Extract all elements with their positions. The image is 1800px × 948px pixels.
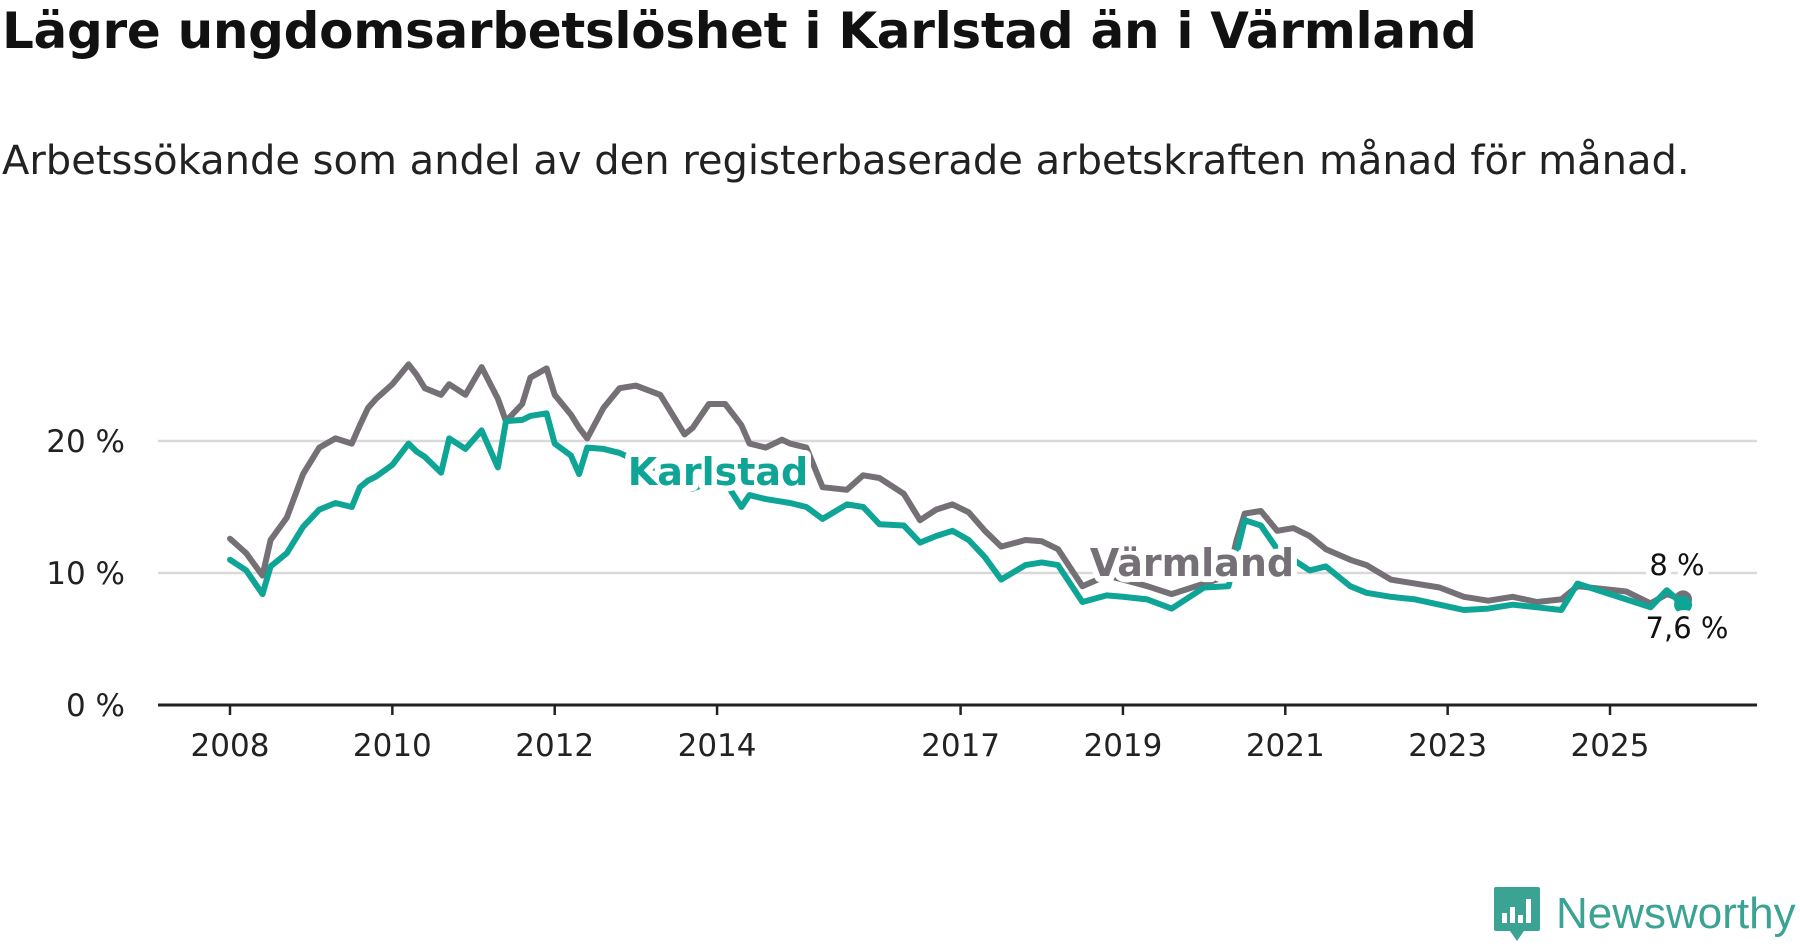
series-lines — [227, 361, 1693, 614]
series-label-karlstad: Karlstad — [628, 450, 808, 494]
x-tick-label: 2019 — [1083, 728, 1162, 764]
series-labels: Karlstad Värmland 8 % 7,6 % — [622, 444, 1735, 651]
chart-subtitle: Arbetssökande som andel av den registerb… — [2, 138, 1690, 184]
x-tick-label: 2010 — [353, 728, 432, 764]
x-tick-label: 2012 — [515, 728, 594, 764]
x-tick-label: 2023 — [1408, 728, 1487, 764]
newsworthy-logo: Newsworthy — [1492, 885, 1796, 943]
y-tick-label: 20 % — [46, 424, 125, 460]
x-tick-label: 2017 — [921, 728, 1000, 764]
x-tick-label: 2021 — [1246, 728, 1325, 764]
y-tick-label: 0 % — [66, 688, 125, 724]
end-point-karlstad — [1674, 595, 1693, 614]
y-axis-tick-labels: 0 % 10 % 20 % — [46, 424, 125, 724]
x-tick-label: 2014 — [678, 728, 757, 764]
end-label-karlstad: 7,6 % — [1646, 611, 1729, 645]
x-tick-label: 2025 — [1571, 728, 1650, 764]
series-label-varmland: Värmland — [1090, 541, 1294, 585]
brand-name: Newsworthy — [1556, 889, 1796, 938]
x-axis-ticks: 2008 2010 2012 2014 2017 2019 2021 2023 2025 — [191, 705, 1650, 764]
series-line-karlstad — [227, 410, 1687, 613]
series-line-värmland — [227, 361, 1687, 607]
y-tick-label: 10 % — [46, 556, 125, 592]
chart-title: Lägre ungdomsarbetslöshet i Karlstad än … — [2, 2, 1477, 60]
end-label-varmland: 8 % — [1649, 548, 1704, 582]
newsworthy-logo-icon — [1494, 887, 1540, 941]
grid-lines — [158, 439, 1757, 575]
x-tick-label: 2008 — [191, 728, 270, 764]
